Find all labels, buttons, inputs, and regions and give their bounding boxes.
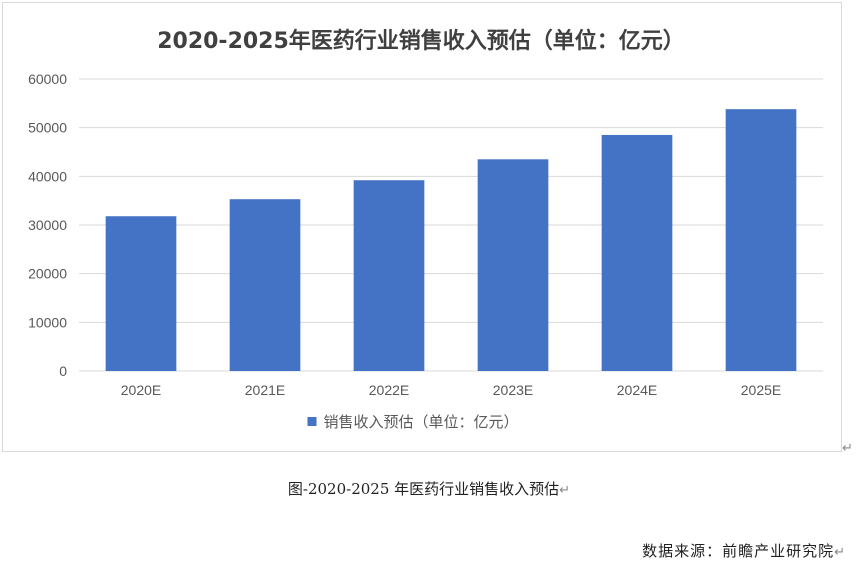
- data-source: 数据来源：前瞻产业研究院↵: [642, 540, 846, 561]
- y-tick-label: 0: [59, 363, 67, 379]
- bar: [477, 159, 549, 371]
- y-tick-label: 40000: [28, 168, 67, 184]
- bar: [601, 134, 673, 371]
- bar: [105, 216, 177, 371]
- x-tick-label: 2020E: [121, 382, 161, 398]
- y-tick-label: 50000: [28, 120, 67, 136]
- figure-caption-text: 图-2020-2025 年医药行业销售收入预估: [287, 480, 560, 498]
- return-mark-icon: ↵: [559, 483, 571, 498]
- y-tick-label: 20000: [28, 266, 67, 282]
- bar-chart: 0 10000 20000 30000 40000 50000 60000 2020E 2021…: [28, 71, 823, 431]
- chart-title: 2020-2025年医药行业销售收入预估（单位：亿元）: [157, 29, 685, 54]
- chart-frame: 2020-2025年医药行业销售收入预估（单位：亿元） 0 10000 20000 3…: [2, 2, 842, 452]
- bar: [725, 109, 797, 371]
- x-tick-label: 2024E: [617, 382, 657, 398]
- y-tick-label: 60000: [28, 71, 67, 87]
- return-mark-icon: ↵: [834, 545, 846, 560]
- bar: [353, 180, 425, 371]
- x-tick-label: 2021E: [245, 382, 285, 398]
- return-mark-icon: ↵: [842, 441, 853, 456]
- legend-swatch: [307, 417, 317, 426]
- data-source-text: 数据来源：前瞻产业研究院: [642, 542, 835, 560]
- figure-caption: 图-2020-2025 年医药行业销售收入预估↵: [0, 478, 858, 499]
- legend-label: 销售收入预估（单位：亿元）: [324, 413, 519, 431]
- y-tick-label: 10000: [28, 314, 67, 330]
- x-tick-label: 2022E: [369, 382, 409, 398]
- x-tick-label: 2023E: [493, 382, 533, 398]
- bar: [229, 199, 301, 371]
- y-tick-label: 30000: [28, 217, 67, 233]
- x-tick-label: 2025E: [741, 382, 781, 398]
